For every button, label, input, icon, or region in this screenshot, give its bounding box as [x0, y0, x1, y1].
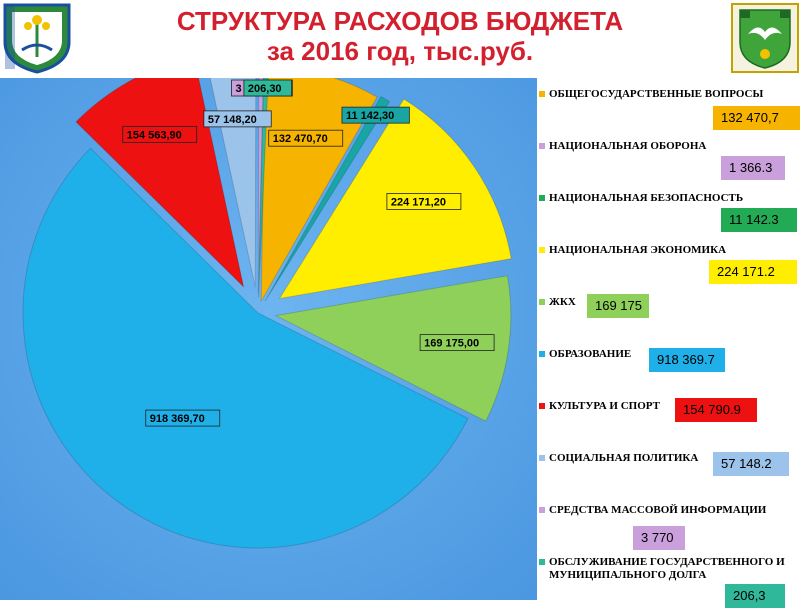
- legend-value: 1 366.3: [721, 156, 785, 180]
- legend-label: ОБЩЕГОСУДАРСТВЕННЫЕ ВОПРОСЫ: [537, 88, 763, 100]
- slice-label-box: [145, 409, 221, 427]
- pie-chart: 132 470,70 11 142,30 224 171,20 169 175,00 9…: [0, 78, 537, 600]
- pie-slice: [75, 78, 245, 289]
- slice-value-label: 206,30: [248, 83, 282, 95]
- legend-marker-icon: [539, 403, 545, 409]
- legend-label: КУЛЬТУРА И СПОРТ: [537, 400, 660, 412]
- page-title: СТРУКТУРА РАСХОДОВ БЮДЖЕТА за 2016 год, …: [80, 6, 720, 66]
- legend-label-text: ОБСЛУЖИВАНИЕ ГОСУДАРСТВЕННОГО И МУНИЦИПА…: [549, 556, 785, 581]
- legend-value: 132 470,7: [713, 106, 800, 130]
- pie-slice: [209, 78, 257, 288]
- legend-marker-icon: [539, 455, 545, 461]
- legend-marker-icon: [539, 247, 545, 253]
- legend-label-text: НАЦИОНАЛЬНАЯ ЭКОНОМИКА: [549, 244, 727, 256]
- pie-slice: [264, 95, 391, 302]
- legend-marker-icon: [539, 507, 545, 513]
- legend-label: НАЦИОНАЛЬНАЯ ЭКОНОМИКА: [537, 244, 726, 256]
- legend-label-text: НАЦИОНАЛЬНАЯ БЕЗОПАСНОСТЬ: [549, 192, 744, 204]
- pie-slice: [22, 147, 469, 549]
- title-line-1: СТРУКТУРА РАСХОДОВ БЮДЖЕТА: [176, 6, 624, 36]
- slice-value-label: 132 470,70: [273, 133, 328, 145]
- coat-of-arms-left-icon: [3, 3, 71, 74]
- legend-marker-icon: [539, 299, 545, 305]
- slice-value-label: 154 563,90: [127, 129, 182, 141]
- slice-label-box: [203, 110, 272, 128]
- legend-value: 206,3: [725, 584, 785, 608]
- legend-label-text: СОЦИАЛЬНАЯ ПОЛИТИКА: [549, 452, 699, 464]
- title-line-2: за 2016 год, тыс.руб.: [266, 36, 534, 66]
- slice-value-label: 11 142,30: [346, 110, 394, 122]
- legend-label: НАЦИОНАЛЬНАЯ ОБОРОНА: [537, 140, 706, 152]
- slice-label-box: [386, 193, 462, 210]
- slice-value-label: 57 148,20: [208, 114, 257, 126]
- legend-label-text: СРЕДСТВА МАССОВОЙ ИНФОРМАЦИИ: [549, 504, 767, 516]
- slice-label-box: [122, 125, 198, 143]
- legend-value: 154 790.9: [675, 398, 757, 422]
- legend-label: СОЦИАЛЬНАЯ ПОЛИТИКА: [537, 452, 698, 464]
- legend-label: ОБСЛУЖИВАНИЕ ГОСУДАРСТВЕННОГО И МУНИЦИПА…: [537, 556, 792, 582]
- pie-slice: [257, 78, 264, 294]
- legend-label: ЖКХ: [537, 296, 576, 308]
- legend-marker-icon: [539, 91, 545, 97]
- legend-label-text: ОБРАЗОВАНИЕ: [549, 348, 632, 360]
- slice-value-label: 224 171,20: [391, 196, 446, 208]
- slice-value-label: 169 175,00: [424, 338, 479, 350]
- legend-marker-icon: [539, 195, 545, 201]
- slice-value-label: 918 369,70: [150, 413, 205, 425]
- legend: ОБЩЕГОСУДАРСТВЕННЫЕ ВОПРОСЫ 132 470,7 НАЦИ…: [537, 78, 800, 608]
- legend-marker-icon: [539, 351, 545, 357]
- legend-value: 11 142.3: [721, 208, 797, 232]
- slice-label-box: [341, 106, 410, 124]
- header: СТРУКТУРА РАСХОДОВ БЮДЖЕТА за 2016 год, …: [0, 0, 800, 78]
- pie-slices: [22, 78, 512, 549]
- legend-value: 169 175: [587, 294, 649, 318]
- legend-label-text: ЖКХ: [549, 296, 576, 308]
- legend-value: 57 148.2: [713, 452, 789, 476]
- slice-label-box: [419, 334, 495, 352]
- legend-label: ОБРАЗОВАНИЕ: [537, 348, 631, 360]
- pie-slice: [274, 275, 512, 422]
- legend-label: СРЕДСТВА МАССОВОЙ ИНФОРМАЦИИ: [537, 504, 766, 516]
- legend-value: 918 369.7: [649, 348, 725, 372]
- legend-label-text: КУЛЬТУРА И СПОРТ: [549, 400, 660, 412]
- slice-label-box: [268, 129, 344, 147]
- legend-label-text: ОБЩЕГОСУДАРСТВЕННЫЕ ВОПРОСЫ: [549, 88, 764, 100]
- slice-label-box: [243, 79, 292, 97]
- legend-label-text: НАЦИОНАЛЬНАЯ ОБОРОНА: [549, 140, 707, 152]
- legend-value: 224 171.2: [709, 260, 797, 284]
- legend-marker-icon: [539, 559, 545, 565]
- legend-marker-icon: [539, 143, 545, 149]
- pie-labels: 132 470,70 11 142,30 224 171,20 169 175,00 9…: [122, 79, 495, 427]
- coat-of-arms-right-icon: [731, 3, 799, 73]
- legend-value: 3 770: [633, 526, 685, 550]
- legend-label: НАЦИОНАЛЬНАЯ БЕЗОПАСНОСТЬ: [537, 192, 743, 204]
